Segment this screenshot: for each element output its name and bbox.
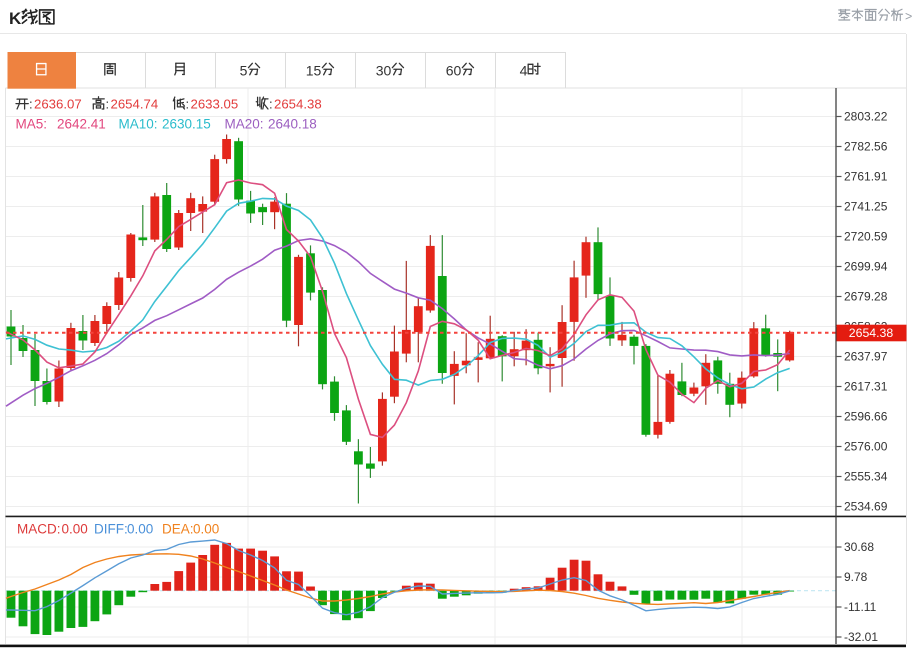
svg-text:2640.18: 2640.18 <box>268 117 317 132</box>
svg-text:2654.74: 2654.74 <box>111 97 159 112</box>
svg-text:DEA:: DEA: <box>162 522 194 537</box>
svg-text:2576.00: 2576.00 <box>844 440 888 454</box>
svg-text:9.78: 9.78 <box>844 570 868 584</box>
svg-text:2720.59: 2720.59 <box>844 230 888 244</box>
svg-text:0.00: 0.00 <box>193 522 219 537</box>
svg-text::: : <box>29 97 33 112</box>
svg-text:2617.31: 2617.31 <box>844 380 888 394</box>
svg-text:>: > <box>905 10 912 24</box>
svg-text:30: 30 <box>376 63 392 79</box>
svg-text:2555.34: 2555.34 <box>844 470 888 484</box>
svg-text:60: 60 <box>446 63 462 79</box>
svg-text:15: 15 <box>306 63 322 79</box>
svg-text:MA5:: MA5: <box>16 117 48 132</box>
svg-text:2633.05: 2633.05 <box>191 97 239 112</box>
svg-text:2630.15: 2630.15 <box>162 117 211 132</box>
svg-text:0.00: 0.00 <box>62 522 88 537</box>
svg-text:5: 5 <box>240 63 248 79</box>
svg-text:-11.11: -11.11 <box>844 600 877 614</box>
svg-text:2654.38: 2654.38 <box>274 97 322 112</box>
svg-text:2534.69: 2534.69 <box>844 500 888 514</box>
svg-text:MACD:: MACD: <box>17 522 61 537</box>
svg-text:2699.94: 2699.94 <box>844 260 888 274</box>
svg-text:2642.41: 2642.41 <box>57 117 106 132</box>
svg-text:MA10:: MA10: <box>119 117 158 132</box>
svg-text:2596.66: 2596.66 <box>844 410 888 424</box>
svg-text:2782.56: 2782.56 <box>844 140 888 154</box>
svg-text:2761.91: 2761.91 <box>844 170 888 184</box>
svg-text:0.00: 0.00 <box>127 522 153 537</box>
svg-text::: : <box>106 97 110 112</box>
svg-text:K: K <box>9 9 22 28</box>
svg-text:4: 4 <box>520 63 528 79</box>
svg-text::: : <box>186 97 190 112</box>
svg-text:2679.28: 2679.28 <box>844 290 888 304</box>
svg-text:2803.22: 2803.22 <box>844 110 888 124</box>
svg-text:MA20:: MA20: <box>225 117 264 132</box>
svg-text::: : <box>269 97 273 112</box>
svg-text:2741.25: 2741.25 <box>844 200 888 214</box>
svg-text:DIFF:: DIFF: <box>94 522 128 537</box>
svg-text:-32.01: -32.01 <box>844 630 878 644</box>
svg-text:2654.38: 2654.38 <box>849 326 894 340</box>
svg-text:2636.07: 2636.07 <box>34 97 82 112</box>
svg-text:30.68: 30.68 <box>844 540 874 554</box>
svg-text:2637.97: 2637.97 <box>844 350 888 364</box>
